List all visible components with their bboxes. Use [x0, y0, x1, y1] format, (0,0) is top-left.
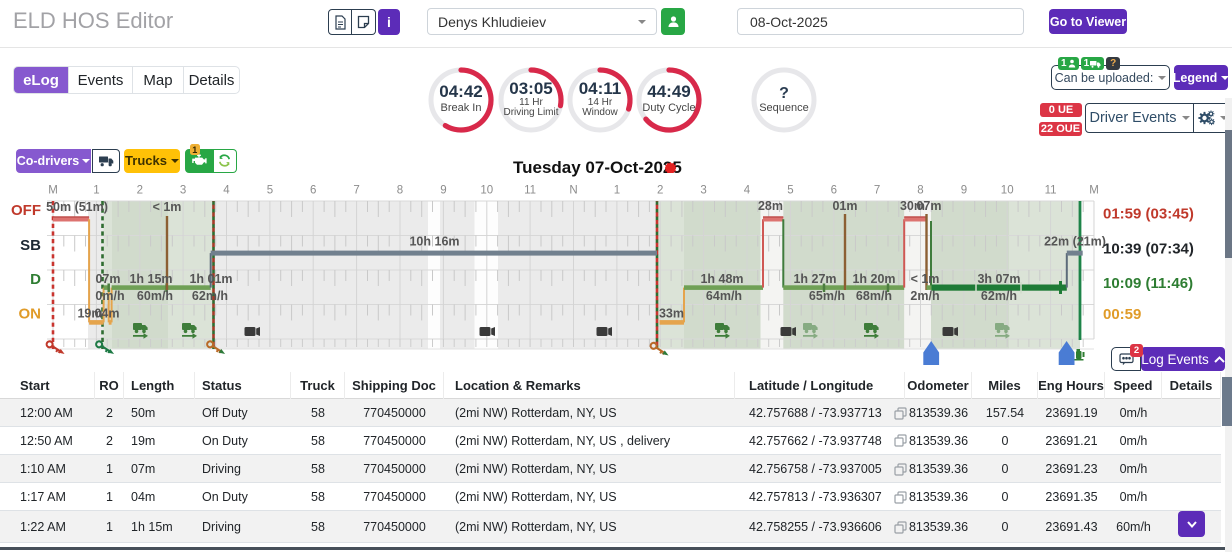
svg-text:19m: 19m — [77, 307, 102, 321]
svg-text:04m: 04m — [94, 307, 119, 321]
svg-text:14 Hr: 14 Hr — [588, 97, 613, 108]
svg-text:0m/h: 0m/h — [95, 289, 124, 303]
svg-text:9: 9 — [961, 185, 967, 197]
svg-text:Duty Cycle: Duty Cycle — [642, 102, 695, 114]
svg-text:1h 27m: 1h 27m — [793, 272, 836, 286]
svg-text:3h 07m: 3h 07m — [977, 272, 1020, 286]
svg-text:2: 2 — [657, 185, 663, 197]
svg-text:M: M — [48, 185, 58, 197]
svg-text:7: 7 — [874, 185, 880, 197]
svg-text:10: 10 — [480, 185, 493, 197]
svg-text:?: ? — [779, 85, 789, 102]
svg-text:5: 5 — [787, 185, 793, 197]
svg-text:9: 9 — [440, 185, 446, 197]
svg-text:60m/h: 60m/h — [137, 289, 173, 303]
svg-text:10h 16m: 10h 16m — [409, 235, 459, 249]
svg-text:28m: 28m — [758, 199, 783, 213]
svg-text:62m/h: 62m/h — [192, 289, 228, 303]
svg-text:1h 48m: 1h 48m — [700, 272, 743, 286]
svg-text:3: 3 — [180, 185, 186, 197]
svg-text:62m/h: 62m/h — [981, 289, 1017, 303]
svg-text:22m (21m): 22m (21m) — [1044, 235, 1106, 249]
svg-text:3: 3 — [700, 185, 706, 197]
svg-text:11: 11 — [1045, 185, 1057, 197]
svg-text:65m/h: 65m/h — [809, 289, 845, 303]
svg-text:1h 01m: 1h 01m — [189, 272, 232, 286]
svg-text:01m: 01m — [832, 199, 857, 213]
svg-text:07m: 07m — [95, 272, 120, 286]
svg-text:11 Hr: 11 Hr — [519, 97, 543, 108]
svg-text:Break In: Break In — [441, 102, 482, 114]
svg-text:64m/h: 64m/h — [706, 289, 742, 303]
svg-text:8: 8 — [917, 185, 923, 197]
svg-text:50m (51m): 50m (51m) — [46, 200, 108, 214]
svg-text:SB: SB — [20, 237, 41, 254]
svg-text:44:49: 44:49 — [647, 82, 690, 101]
svg-text:4: 4 — [223, 185, 230, 197]
svg-text:11: 11 — [524, 185, 536, 197]
svg-text:6: 6 — [831, 185, 837, 197]
svg-text:00:59: 00:59 — [1103, 306, 1141, 323]
svg-text:03:05: 03:05 — [509, 79, 552, 98]
svg-text:10: 10 — [1001, 185, 1014, 197]
svg-text:Sequence: Sequence — [759, 102, 809, 114]
svg-text:04:42: 04:42 — [439, 82, 482, 101]
svg-text:Driving Limit: Driving Limit — [503, 107, 558, 118]
svg-text:ON: ON — [19, 306, 42, 323]
svg-text:5: 5 — [267, 185, 273, 197]
svg-text:N: N — [569, 185, 577, 197]
svg-text:01:59 (03:45): 01:59 (03:45) — [1103, 206, 1194, 223]
svg-text:10:09 (11:46): 10:09 (11:46) — [1103, 275, 1193, 292]
svg-text:Window: Window — [582, 107, 618, 118]
svg-text:2: 2 — [137, 185, 143, 197]
svg-text:1: 1 — [93, 185, 99, 197]
svg-text:07m: 07m — [916, 199, 941, 213]
svg-text:1h 20m: 1h 20m — [852, 272, 895, 286]
svg-text:< 1m: < 1m — [911, 272, 940, 286]
svg-text:M: M — [1089, 185, 1099, 197]
svg-text:1h 15m: 1h 15m — [129, 272, 172, 286]
svg-text:04:11: 04:11 — [579, 79, 622, 98]
svg-text:D: D — [30, 271, 41, 288]
svg-text:33m: 33m — [659, 307, 684, 321]
svg-text:68m/h: 68m/h — [856, 289, 892, 303]
svg-text:< 1m: < 1m — [153, 200, 182, 214]
svg-text:30m: 30m — [900, 199, 925, 213]
svg-text:7: 7 — [353, 185, 359, 197]
svg-text:OFF: OFF — [11, 202, 41, 219]
svg-text:10:39 (07:34): 10:39 (07:34) — [1103, 241, 1194, 258]
svg-text:2m/h: 2m/h — [910, 289, 939, 303]
svg-text:1: 1 — [614, 185, 620, 197]
svg-text:4: 4 — [744, 185, 751, 197]
svg-text:6: 6 — [310, 185, 316, 197]
svg-text:8: 8 — [397, 185, 403, 197]
